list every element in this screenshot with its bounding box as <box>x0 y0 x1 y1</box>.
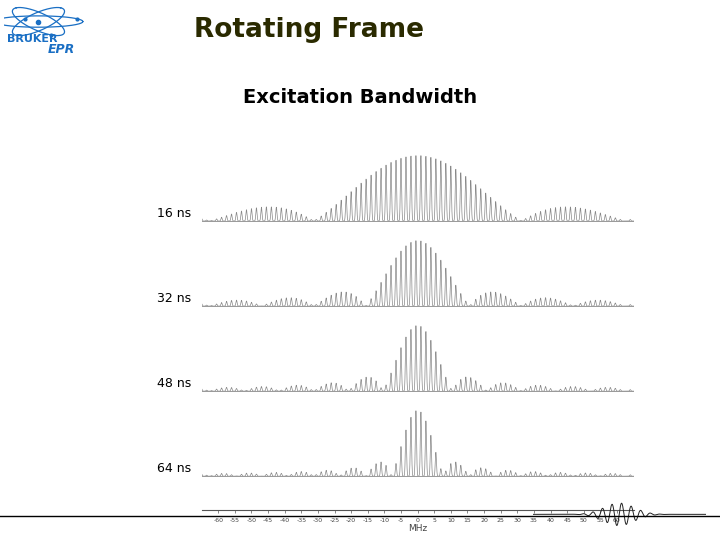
Text: Excitation Bandwidth: Excitation Bandwidth <box>243 87 477 107</box>
Text: 48 ns: 48 ns <box>156 377 191 390</box>
X-axis label: MHz: MHz <box>408 524 427 534</box>
Text: 16 ns: 16 ns <box>157 207 191 220</box>
Text: BRUKER: BRUKER <box>6 33 58 44</box>
Text: Rotating Frame: Rotating Frame <box>194 17 424 43</box>
Text: 64 ns: 64 ns <box>157 462 191 476</box>
Text: EPR: EPR <box>48 43 75 56</box>
Text: 32 ns: 32 ns <box>157 292 191 306</box>
